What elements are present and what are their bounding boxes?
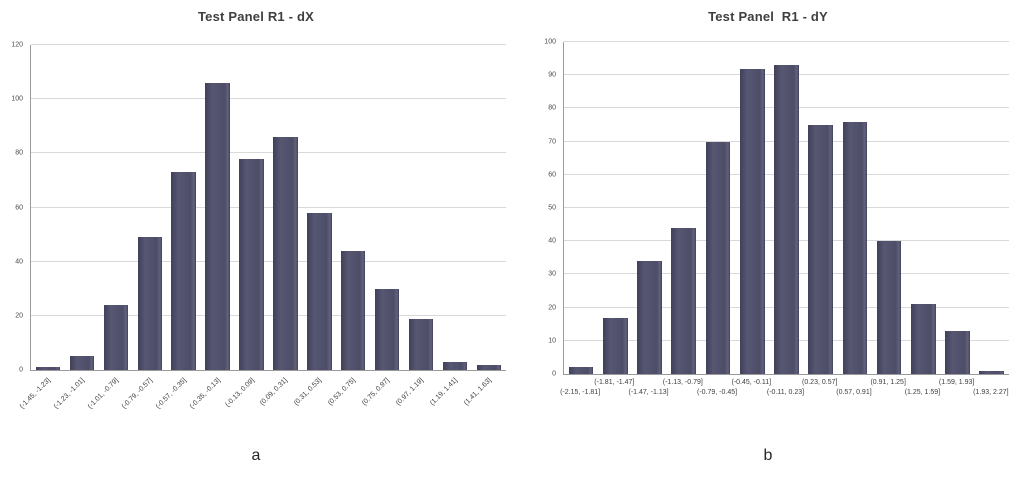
x-tick-label: (-2.15, -1.81]	[560, 389, 601, 396]
y-tick-label: 20	[548, 304, 556, 312]
x-tick-label: (1.93, 2.27]	[973, 389, 1009, 396]
bar	[876, 241, 902, 374]
chart-title-dy: Test Panel R1 - dY	[708, 9, 828, 24]
x-tick-label: (0.91, 1.25]	[870, 379, 906, 386]
x-tick-label: (0.23, 0.57]	[802, 379, 838, 386]
bar	[341, 250, 366, 370]
y-tick-label: 120	[11, 41, 23, 49]
x-tick-label: (0.75, 0.97]	[361, 377, 392, 407]
gridline	[31, 206, 506, 208]
y-tick-label: 70	[548, 138, 556, 146]
x-tick-label: (-1.23, -1.01]	[52, 377, 86, 411]
bar	[69, 356, 95, 370]
y-tick-label: 60	[548, 171, 556, 179]
chart-title-dx: Test Panel R1 - dX	[197, 9, 315, 24]
y-axis-labels-dx: 0 20 40 60 80 100 120	[0, 41, 26, 374]
y-tick-label: 0	[552, 370, 556, 378]
gridline	[31, 152, 506, 154]
bar	[842, 121, 868, 374]
bar	[273, 137, 298, 370]
x-tick-label: (-0.79, -0.45]	[696, 389, 738, 396]
bar	[808, 125, 833, 374]
bar	[910, 304, 936, 374]
subfigure-caption-b: b	[763, 447, 773, 464]
bar	[307, 212, 332, 370]
x-tick-label: (0.57, 0.91]	[836, 389, 872, 396]
gridline	[564, 41, 1009, 42]
y-tick-label: 20	[15, 312, 23, 320]
x-tick-label: (0.31, 0.53]	[293, 377, 324, 407]
y-tick-label: 10	[548, 337, 556, 345]
x-tick-label: (-1.13, -0.79]	[662, 379, 703, 386]
x-tick-label: (-1.01, -0.79]	[86, 377, 120, 411]
x-tick-label: (-0.79, -0.57]	[120, 377, 154, 411]
y-tick-label: 40	[15, 258, 23, 266]
chart-panel-dx: Test Panel R1 - dX 0 20 40 60 80 100 120 (-1.4…	[0, 9, 506, 464]
bar	[739, 68, 765, 374]
bar	[979, 370, 1005, 374]
x-axis-labels-dx: (-1.45, -1.23] (-1.23, -1.01] (-1.01, -0.7…	[19, 373, 505, 433]
x-tick-label: (0.09, 0.31]	[259, 377, 290, 407]
bar	[774, 65, 799, 374]
bars-dx	[31, 45, 506, 370]
bar	[568, 367, 594, 374]
x-tick-label: (1.25, 1.59]	[904, 389, 941, 396]
bar	[103, 305, 129, 370]
bar	[137, 237, 162, 370]
y-tick-label: 60	[15, 204, 23, 211]
bar	[705, 141, 731, 374]
y-tick-label: 100	[11, 95, 23, 103]
x-tick-label: (-0.45, -0.11]	[731, 379, 772, 386]
gridline	[31, 314, 506, 316]
plot-area-dx	[30, 44, 506, 371]
gridline	[31, 44, 506, 45]
y-tick-label: 50	[548, 204, 556, 212]
x-tick-label: (1.41, 1.63]	[462, 377, 493, 407]
subfigure-caption-a: a	[251, 447, 261, 464]
gridline	[31, 260, 506, 262]
bar	[374, 288, 400, 370]
y-axis-labels-dy: 0 10 20 30 40 50 60 70 80 90 100	[532, 38, 559, 378]
x-tick-label: (-1.81, -1.47]	[594, 379, 635, 386]
chart-panel-dy: Test Panel R1 - dY 0 10 20 30 40 50 60 70 80 90 10…	[512, 0, 1024, 477]
bars-dy	[564, 42, 1009, 374]
y-tick-label: 80	[548, 104, 556, 112]
x-tick-label: (0.53, 0.75]	[327, 377, 358, 407]
x-tick-label: (-0.57, -0.35]	[154, 377, 188, 411]
x-tick-label: (1.59, 1.93]	[938, 379, 975, 386]
x-tick-label: (-0.13, 0.09]	[223, 377, 256, 409]
y-tick-label: 0	[19, 366, 23, 374]
x-tick-label: (-0.35, -0.13]	[188, 377, 222, 411]
bar	[205, 82, 230, 370]
bar	[671, 227, 697, 374]
y-tick-label: 40	[548, 237, 556, 245]
y-tick-label: 100	[544, 38, 556, 46]
x-tick-label: (0.97, 1.19]	[395, 377, 426, 407]
x-tick-label: (1.19, 1.41]	[429, 377, 460, 407]
bar	[476, 364, 502, 370]
y-tick-label: 80	[15, 149, 23, 157]
plot-area-dy	[563, 41, 1009, 375]
x-tick-label: (-1.45, -1.23]	[18, 377, 52, 411]
x-axis-labels-dy: (-2.15, -1.81] (-1.81, -1.47] (-1.47, -1.1…	[560, 377, 1009, 407]
bar	[442, 361, 468, 370]
gridline	[31, 98, 506, 100]
y-tick-label: 30	[548, 270, 556, 278]
x-tick-label: (-1.47, -1.13]	[628, 389, 669, 396]
bar	[171, 172, 196, 370]
y-tick-label: 90	[548, 71, 556, 79]
bar	[945, 330, 970, 374]
bar	[637, 261, 662, 374]
bar	[603, 317, 628, 374]
bar	[408, 318, 434, 370]
x-tick-label: (-0.11, 0.23]	[766, 389, 805, 396]
bar	[239, 158, 264, 370]
bar	[35, 367, 61, 370]
